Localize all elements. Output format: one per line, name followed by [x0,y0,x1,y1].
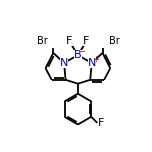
Text: F: F [66,36,73,46]
Text: F: F [83,36,90,46]
Text: N: N [88,58,96,68]
Text: N: N [60,58,68,68]
Text: Br: Br [109,36,120,46]
Text: Br: Br [37,36,48,46]
Text: B: B [74,50,82,60]
Text: F: F [98,118,104,128]
Text: +: + [92,55,99,64]
Text: −: − [78,48,85,57]
